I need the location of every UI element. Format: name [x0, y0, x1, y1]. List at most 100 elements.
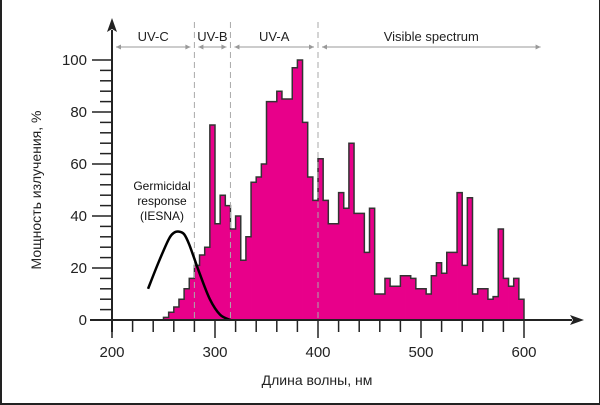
bar: [292, 67, 298, 320]
bar: [168, 312, 175, 320]
bar: [204, 247, 211, 320]
bar: [230, 229, 236, 320]
bar: [251, 182, 257, 320]
bar: [467, 197, 473, 320]
bar: [256, 177, 262, 320]
bar: [328, 223, 334, 320]
bar: [379, 294, 386, 320]
bar: [281, 99, 288, 320]
histogram-bars: [163, 60, 525, 321]
bar: [446, 252, 453, 320]
bar: [173, 307, 180, 320]
bar: [163, 317, 170, 320]
x-tick-label: 600: [511, 344, 536, 361]
bar: [384, 278, 391, 320]
bar: [220, 195, 226, 320]
bar: [364, 252, 370, 320]
y-tick-label: 20: [70, 260, 87, 277]
bar: [436, 262, 442, 320]
bar: [343, 208, 350, 320]
bar: [312, 200, 319, 320]
bar: [400, 275, 406, 320]
bar: [493, 296, 499, 320]
x-axis-arrow-icon: [570, 315, 584, 325]
bar: [374, 294, 381, 320]
x-tick-label: 400: [305, 344, 330, 361]
germicidal-curve: [146, 230, 232, 322]
arrow-left-icon: [234, 44, 240, 50]
bar: [194, 265, 200, 320]
arrow-right-icon: [221, 44, 227, 50]
bar: [318, 158, 324, 320]
bar: [276, 91, 283, 320]
y-axis-arrow-icon: [107, 18, 117, 32]
bar: [287, 99, 293, 320]
germicidal-label: Germicidal response (IESNA): [133, 179, 190, 223]
bar: [235, 216, 242, 320]
bar: [518, 299, 525, 320]
bar: [354, 213, 360, 320]
bar: [405, 275, 412, 320]
bar: [410, 278, 417, 320]
bar: [178, 299, 185, 320]
bar: [209, 125, 216, 320]
bar: [390, 286, 396, 320]
x-tick-label: 500: [408, 344, 433, 361]
germicidal-label-line: response: [137, 194, 187, 208]
bar: [271, 101, 278, 320]
y-tick-label: 60: [70, 156, 87, 173]
germicidal-label-line: Germicidal: [133, 179, 190, 193]
bar: [215, 223, 221, 320]
histogram-outline: [162, 59, 525, 320]
arrow-right-icon: [309, 44, 314, 50]
y-tick-label: 0: [79, 312, 87, 329]
band-label: UV-B: [197, 29, 227, 44]
bar: [457, 192, 463, 320]
bar: [240, 260, 247, 320]
bar: [184, 288, 190, 320]
bar: [451, 252, 458, 320]
bar: [266, 101, 273, 320]
bar: [297, 60, 303, 320]
arrow-left-icon: [322, 44, 327, 50]
bar: [307, 177, 314, 320]
x-tick-label: 200: [99, 344, 124, 361]
band-annotations: UV-C UV-B UV-A Visible spectrum: [116, 29, 541, 50]
bar: [333, 223, 339, 320]
y-tick-label: 100: [62, 52, 87, 69]
arrow-right-icon: [535, 44, 541, 50]
axes: 0 20 40 60 80 100 200 300 400 500 600: [62, 18, 584, 361]
bar: [503, 278, 509, 320]
band-label: UV-C: [138, 29, 169, 44]
bar: [189, 278, 195, 320]
bar: [261, 164, 267, 320]
band-label: Visible spectrum: [384, 29, 479, 44]
arrow-left-icon: [198, 44, 204, 50]
bar: [421, 288, 427, 320]
bar: [441, 273, 448, 320]
band-label: UV-A: [259, 29, 290, 44]
bar: [245, 236, 252, 320]
bar: [369, 208, 376, 320]
bar: [415, 288, 422, 320]
bar: [338, 192, 345, 320]
arrow-right-icon: [185, 44, 191, 50]
bar: [472, 294, 479, 320]
bar: [323, 200, 329, 320]
arrow-left-icon: [116, 44, 121, 50]
bar: [513, 278, 520, 320]
germicidal-label-line: (IESNA): [140, 209, 184, 223]
y-tick-label: 80: [70, 104, 87, 121]
bar: [302, 122, 309, 321]
bar: [431, 275, 437, 320]
bar: [498, 229, 504, 320]
x-tick-label: 300: [202, 344, 227, 361]
bar: [477, 288, 484, 320]
y-axis-title: Мощность излучения, %: [28, 111, 44, 270]
bar: [348, 143, 355, 320]
bar: [359, 213, 365, 320]
bar: [225, 205, 231, 320]
x-axis-title: Длина волны, нм: [262, 372, 373, 388]
